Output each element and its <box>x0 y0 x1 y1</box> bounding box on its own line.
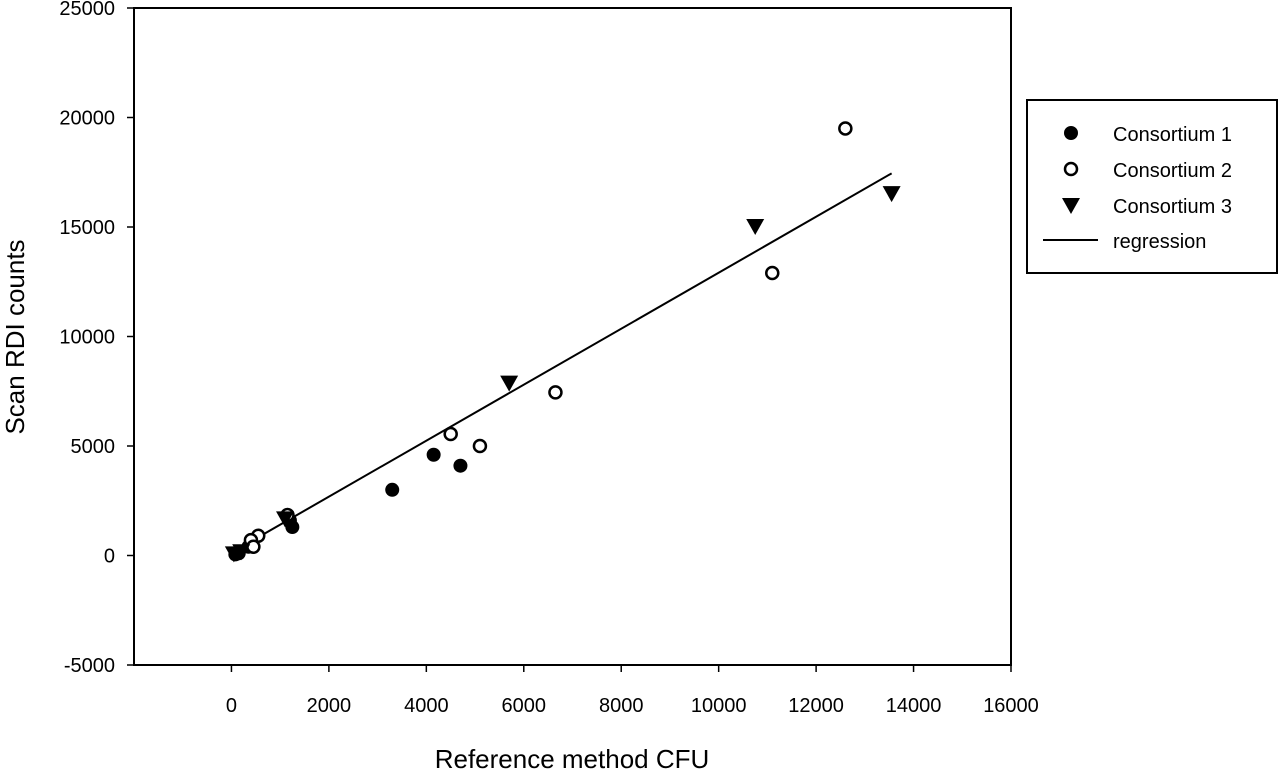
x-axis: 0 2000 4000 6000 8000 10000 12000 14000 16000 <box>226 665 1039 717</box>
legend-marker-consortium-2 <box>1063 161 1079 177</box>
data-point-3 <box>276 511 295 528</box>
data-point-3 <box>746 219 765 235</box>
y-tick-label: 15000 <box>59 217 115 239</box>
data-point-3 <box>882 186 901 203</box>
data-point-2 <box>472 438 488 454</box>
x-tick-label: 16000 <box>983 695 1039 717</box>
legend: Consortium 1 Consortium 2 Consortium 3 r… <box>1026 99 1278 274</box>
x-tick-label: 10000 <box>691 695 747 717</box>
x-tick-label: 8000 <box>599 695 644 717</box>
data-point-3 <box>224 546 243 563</box>
y-tick-label: 0 <box>104 546 115 568</box>
x-tick-label: 4000 <box>404 695 449 717</box>
y-axis: -5000 0 5000 10000 15000 20000 25000 <box>59 0 134 677</box>
legend-label-consortium-2: Consortium 2 <box>1113 160 1232 182</box>
data-point-2 <box>765 265 780 281</box>
data-point-1 <box>385 482 400 497</box>
y-tick-label: 20000 <box>59 108 115 130</box>
plot-frame <box>133 7 1012 666</box>
points-layer <box>224 121 901 563</box>
y-tick-label: 5000 <box>71 436 116 458</box>
y-tick-label: -5000 <box>64 655 115 677</box>
regression-line <box>230 172 893 554</box>
data-point-1 <box>453 458 468 473</box>
x-tick-label: 0 <box>226 695 237 717</box>
data-point-3 <box>500 375 519 392</box>
data-point-2 <box>246 539 261 554</box>
data-point-2 <box>838 121 853 136</box>
y-tick-label: 10000 <box>59 327 115 349</box>
legend-label-regression: regression <box>1113 231 1206 253</box>
y-tick-label: 25000 <box>59 0 115 20</box>
x-tick-label: 12000 <box>788 695 844 717</box>
y-axis-title: Scan RDI counts <box>0 239 30 434</box>
legend-label-consortium-3: Consortium 3 <box>1113 196 1232 218</box>
data-point-2 <box>443 426 458 442</box>
x-axis-title: Reference method CFU <box>435 744 710 772</box>
x-tick-label: 2000 <box>307 695 352 717</box>
legend-marker-consortium-3 <box>1062 198 1080 214</box>
data-point-1 <box>426 447 441 462</box>
x-tick-label: 6000 <box>502 695 547 717</box>
data-point-2 <box>548 385 563 400</box>
legend-label-consortium-1: Consortium 1 <box>1113 124 1232 146</box>
x-tick-label: 14000 <box>886 695 942 717</box>
legend-marker-consortium-1 <box>1064 126 1078 140</box>
regression-layer <box>230 172 893 554</box>
